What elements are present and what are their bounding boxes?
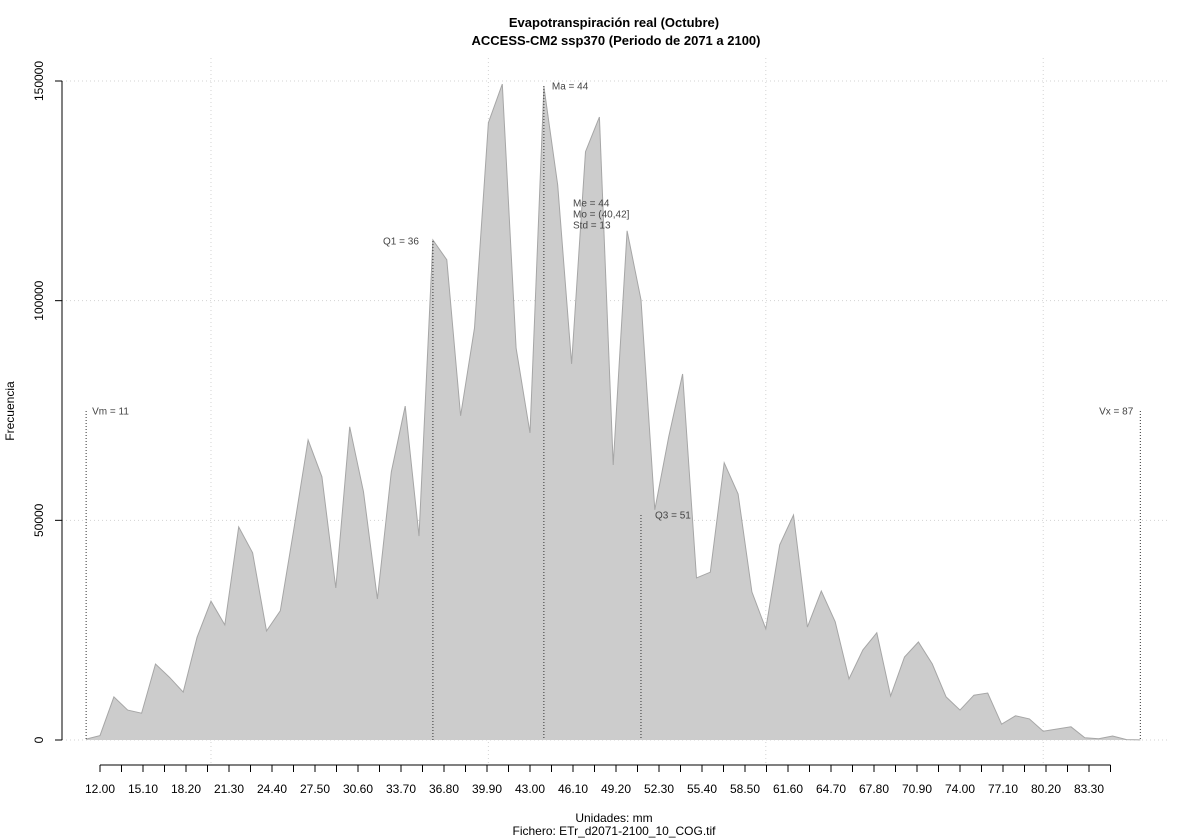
x-tick-label: 74.00	[945, 782, 975, 796]
x-tick-label: 46.10	[558, 782, 588, 796]
x-tick-label: 18.20	[171, 782, 201, 796]
chart-subtitle: ACCESS-CM2 ssp370 (Periodo de 2071 a 210…	[471, 33, 760, 48]
series	[85, 83, 1141, 741]
x-tick-label: 70.90	[902, 782, 932, 796]
annotation-label: Q3 = 51	[655, 511, 691, 522]
x-tick-label: 77.10	[988, 782, 1018, 796]
x-tick-label: 52.30	[644, 782, 674, 796]
x-tick-label: 24.40	[257, 782, 287, 796]
x-tick-label: 83.30	[1074, 782, 1104, 796]
y-tick-label: 0	[32, 736, 46, 743]
annotation-label: Vx = 87	[1099, 407, 1134, 418]
x-tick-label: 12.00	[85, 782, 115, 796]
annotation-label: Vm = 11	[92, 407, 129, 418]
x-tick-label: 43.00	[515, 782, 545, 796]
x-tick-label: 30.60	[343, 782, 373, 796]
y-axis-title: Frecuencia	[3, 381, 17, 441]
annotations: Vm = 11 Q1 = 36 Ma = 44 Q3 = 51 Vx = 87 Me = …	[85, 82, 1141, 740]
x-tick-label: 21.30	[214, 782, 244, 796]
x-tick-label: 49.20	[601, 782, 631, 796]
frequency-line	[85, 83, 1141, 741]
x-tick-label: 80.20	[1031, 782, 1061, 796]
x-tick-label: 33.70	[386, 782, 416, 796]
frequency-area	[86, 84, 1141, 741]
file-caption: Fichero: ETr_d2071-2100_10_COG.tif	[513, 824, 717, 838]
x-tick-label: 39.90	[472, 782, 502, 796]
x-tick-label: 55.40	[687, 782, 717, 796]
y-tick-label: 100000	[32, 280, 46, 320]
stats-label: Std = 13	[573, 221, 611, 232]
x-tick-label: 64.70	[816, 782, 846, 796]
axes: 0 50000 100000 150000 12.00 15.10 18.20 21.30 24…	[32, 61, 1111, 796]
x-tick-label: 15.10	[128, 782, 158, 796]
x-tick-label: 61.60	[773, 782, 803, 796]
x-tick-label: 58.50	[730, 782, 760, 796]
y-tick-label: 150000	[32, 61, 46, 101]
annotation-label: Ma = 44	[552, 82, 589, 93]
stats-label: Me = 44	[573, 199, 610, 210]
stats-label: Mo = (40,42]	[573, 210, 630, 221]
x-tick-label: 36.80	[429, 782, 459, 796]
x-tick-label: 27.50	[300, 782, 330, 796]
x-axis-title: Unidades: mm	[575, 811, 652, 825]
x-tick-label: 67.80	[859, 782, 889, 796]
y-tick-label: 50000	[32, 503, 46, 537]
chart-title: Evapotranspiración real (Octubre)	[509, 15, 719, 30]
annotation-label: Q1 = 36	[383, 237, 419, 248]
